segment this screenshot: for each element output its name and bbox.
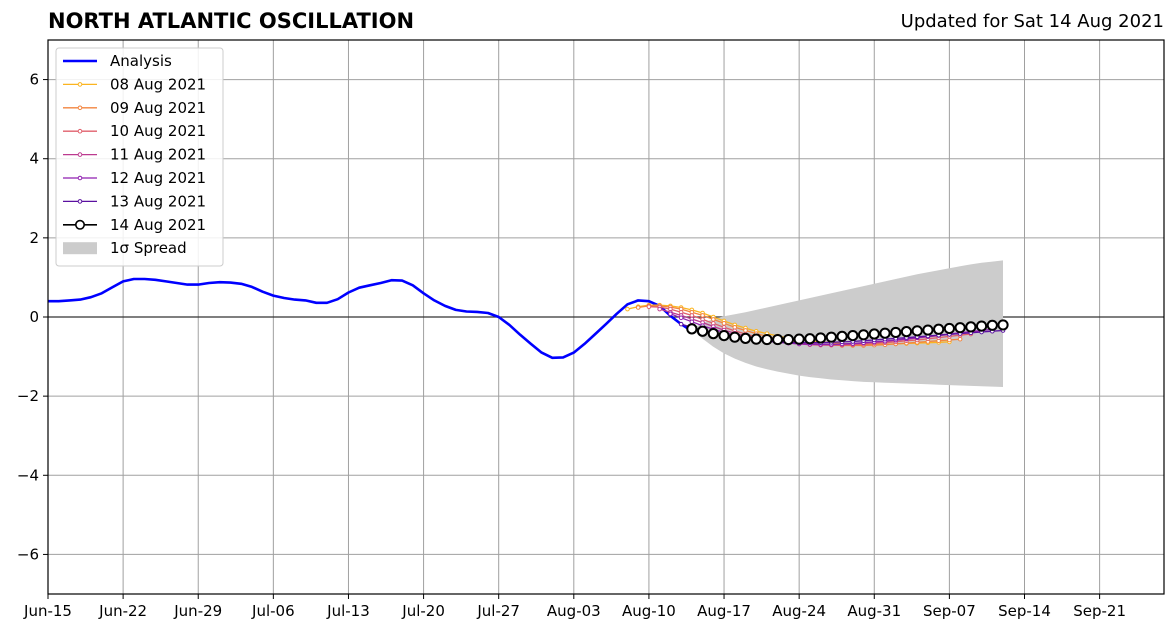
x-tick-label: Sep-07: [923, 602, 976, 620]
chart-title: NORTH ATLANTIC OSCILLATION: [48, 9, 415, 33]
forecast-point: [750, 333, 762, 345]
forecast-point: [836, 330, 848, 342]
y-tick-label: −6: [17, 545, 39, 563]
forecast-point: [678, 315, 684, 321]
forecast-point: [965, 321, 977, 333]
legend-label: 14 Aug 2021: [110, 216, 206, 234]
y-tick-label: −2: [17, 387, 39, 405]
forecast-point: [868, 328, 880, 340]
forecast-point: [804, 333, 816, 345]
x-tick-label: Jul-13: [326, 602, 370, 620]
legend-label: 09 Aug 2021: [110, 99, 206, 117]
forecast-point: [732, 324, 738, 330]
forecast-point: [696, 325, 709, 337]
legend-label: Analysis: [110, 52, 172, 70]
x-tick-label: Jun-15: [23, 602, 72, 620]
y-tick-label: 0: [29, 308, 39, 326]
x-tick-label: Sep-21: [1073, 602, 1126, 620]
forecast-point: [739, 332, 752, 344]
x-tick-label: Aug-17: [697, 602, 751, 620]
y-tick-label: 6: [29, 71, 39, 89]
legend-label: 10 Aug 2021: [110, 122, 206, 140]
forecast-point: [721, 321, 727, 326]
forecast-point: [657, 306, 662, 312]
forecast-point: [815, 332, 827, 344]
legend-swatch-marker: [77, 128, 83, 134]
forecast-point: [718, 329, 730, 342]
legend-swatch-marker: [77, 199, 83, 204]
forecast-point: [997, 319, 1009, 331]
forecast-point: [689, 313, 695, 318]
x-tick-label: Jul-20: [401, 602, 445, 620]
forecast-point: [646, 304, 652, 310]
legend-swatch-marker: [77, 152, 83, 157]
legend-swatch-marker: [75, 219, 86, 230]
spread-band: [691, 260, 1003, 387]
forecast-point: [782, 333, 795, 346]
analysis-line: [48, 277, 693, 360]
forecast-point: [879, 327, 891, 339]
legend-swatch-patch: [63, 242, 97, 255]
legend-swatch-marker: [77, 175, 83, 181]
updated-label: Updated for Sat 14 Aug 2021: [900, 11, 1164, 32]
x-tick-label: Jun-22: [98, 602, 147, 620]
forecast-point: [986, 319, 998, 331]
forecast-point: [954, 322, 966, 334]
forecast-point: [668, 311, 673, 317]
forecast-point: [678, 321, 684, 327]
y-tick-label: −4: [17, 466, 39, 484]
x-tick-label: Aug-03: [547, 602, 601, 620]
forecast-point: [890, 326, 902, 339]
forecast-point: [947, 337, 952, 343]
forecast-point: [793, 333, 805, 345]
forecast-point: [625, 306, 630, 312]
legend-swatch-marker: [77, 105, 83, 111]
forecast-point: [957, 336, 963, 342]
forecast-point: [922, 324, 934, 336]
legend-box: [55, 47, 224, 267]
forecast-point: [743, 328, 748, 333]
forecast-point: [689, 319, 695, 325]
x-tick-label: Aug-24: [772, 602, 826, 620]
x-tick-label: Jul-27: [476, 602, 520, 620]
x-tick-label: Aug-31: [847, 602, 901, 620]
legend-label: 1σ Spread: [110, 239, 187, 257]
legend-label: 12 Aug 2021: [110, 169, 206, 187]
legend: Analysis 08 Aug 2021 09 Aug 2021 10 Aug 202…: [55, 47, 224, 267]
forecast-point: [761, 333, 773, 346]
forecast-point: [707, 328, 719, 340]
forecast-point: [700, 313, 705, 318]
forecast-point: [975, 320, 988, 332]
y-tick-label: 4: [29, 150, 39, 168]
forecast-point: [857, 329, 870, 341]
legend-swatch-marker: [77, 82, 83, 87]
forecast-point: [711, 317, 716, 322]
forecast-point: [847, 329, 859, 342]
forecast-point: [825, 331, 837, 343]
forecast-point: [635, 305, 641, 310]
forecast-point: [729, 331, 741, 343]
x-tick-label: Sep-14: [998, 602, 1051, 620]
legend-label: 11 Aug 2021: [110, 146, 206, 164]
forecast-point: [943, 322, 955, 335]
y-tick-label: 2: [29, 229, 39, 247]
x-tick-label: Aug-10: [622, 602, 676, 620]
forecast-point: [772, 333, 784, 346]
forecast-point: [933, 323, 945, 335]
forecast-point: [900, 326, 913, 338]
legend-label: 13 Aug 2021: [110, 192, 206, 210]
legend-label: 08 Aug 2021: [110, 75, 206, 93]
forecast-point: [686, 323, 698, 335]
forecast-point: [911, 325, 923, 337]
x-tick-label: Jun-29: [173, 602, 222, 620]
x-tick-label: Jul-06: [251, 602, 295, 620]
